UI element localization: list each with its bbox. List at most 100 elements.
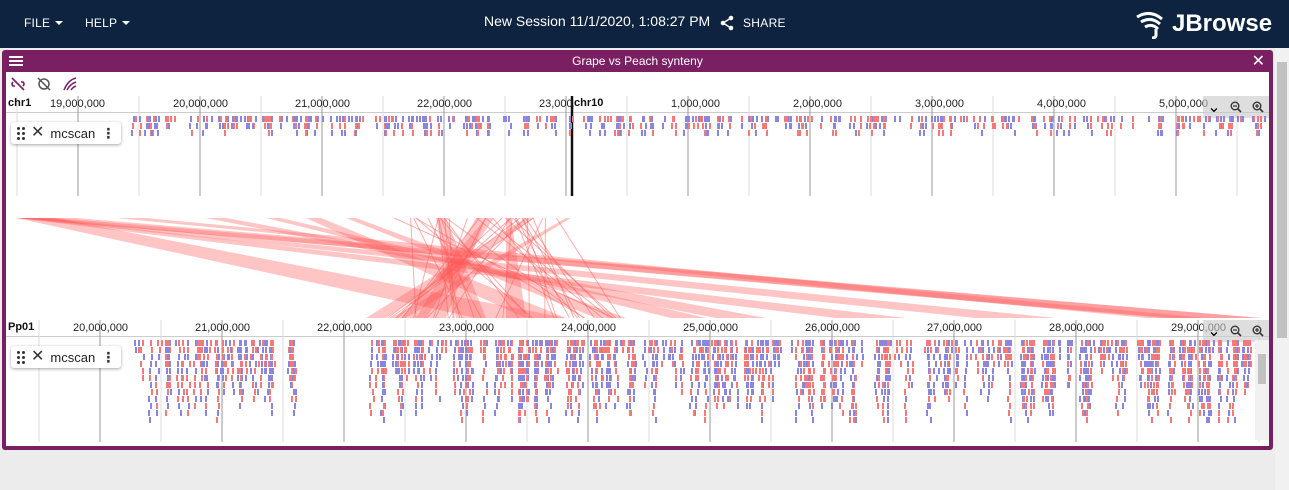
feature[interactable] xyxy=(1124,368,1127,374)
feature[interactable] xyxy=(955,382,958,388)
feature[interactable] xyxy=(1245,361,1248,367)
feature[interactable] xyxy=(382,361,385,367)
feature[interactable] xyxy=(145,116,148,122)
feature[interactable] xyxy=(169,375,172,381)
feature[interactable] xyxy=(1087,375,1090,381)
feature[interactable] xyxy=(1234,347,1236,353)
feature[interactable] xyxy=(518,354,521,360)
feature[interactable] xyxy=(393,347,396,353)
feature[interactable] xyxy=(723,347,726,353)
feature[interactable] xyxy=(695,396,698,402)
feature[interactable] xyxy=(384,130,387,136)
feature[interactable] xyxy=(1221,375,1224,381)
feature[interactable] xyxy=(1058,347,1061,353)
feature[interactable] xyxy=(429,340,432,346)
feature[interactable] xyxy=(802,347,805,353)
feature[interactable] xyxy=(722,382,725,388)
synteny-link[interactable] xyxy=(484,218,610,318)
feature[interactable] xyxy=(550,354,553,360)
feature[interactable] xyxy=(907,382,910,388)
feature[interactable] xyxy=(148,368,151,374)
feature[interactable] xyxy=(1029,347,1032,353)
feature[interactable] xyxy=(577,410,580,416)
feature[interactable] xyxy=(692,116,695,122)
track-menu-icon[interactable]: ⋮ xyxy=(101,124,116,141)
feature[interactable] xyxy=(850,361,853,367)
feature[interactable] xyxy=(718,382,721,388)
feature[interactable] xyxy=(165,382,168,388)
feature[interactable] xyxy=(619,116,621,122)
feature[interactable] xyxy=(749,396,752,402)
feature[interactable] xyxy=(881,340,884,346)
feature[interactable] xyxy=(458,354,461,360)
feature[interactable] xyxy=(383,354,386,360)
feature[interactable] xyxy=(168,368,171,374)
feature[interactable] xyxy=(1207,375,1209,381)
feature[interactable] xyxy=(377,347,380,353)
feature[interactable] xyxy=(1117,410,1119,416)
feature[interactable] xyxy=(1086,368,1089,374)
feature[interactable] xyxy=(1208,361,1211,367)
feature[interactable] xyxy=(1021,389,1024,395)
feature[interactable] xyxy=(1201,403,1203,409)
feature[interactable] xyxy=(716,123,719,129)
feature[interactable] xyxy=(604,347,607,353)
feature[interactable] xyxy=(550,340,553,346)
feature[interactable] xyxy=(1041,382,1044,388)
feature[interactable] xyxy=(158,354,160,360)
feature[interactable] xyxy=(852,410,855,416)
feature[interactable] xyxy=(632,354,635,360)
feature[interactable] xyxy=(798,361,801,367)
feature[interactable] xyxy=(651,368,654,374)
feature[interactable] xyxy=(554,116,557,122)
feature[interactable] xyxy=(1046,361,1049,367)
feature[interactable] xyxy=(729,354,732,360)
feature[interactable] xyxy=(408,361,411,367)
feature[interactable] xyxy=(1132,123,1134,129)
feature[interactable] xyxy=(1187,389,1190,395)
feature[interactable] xyxy=(993,123,996,129)
feature[interactable] xyxy=(408,368,411,374)
feature[interactable] xyxy=(992,123,994,129)
feature[interactable] xyxy=(1084,382,1087,388)
feature[interactable] xyxy=(807,361,810,367)
feature[interactable] xyxy=(180,361,183,367)
feature[interactable] xyxy=(986,340,989,346)
feature[interactable] xyxy=(435,389,438,395)
feature[interactable] xyxy=(609,116,612,122)
feature[interactable] xyxy=(158,347,161,353)
feature[interactable] xyxy=(614,368,617,374)
feature[interactable] xyxy=(502,347,505,353)
feature[interactable] xyxy=(1079,361,1082,367)
feature[interactable] xyxy=(1061,116,1063,122)
feature[interactable] xyxy=(926,410,929,416)
feature[interactable] xyxy=(833,340,836,346)
feature[interactable] xyxy=(823,347,826,353)
feature[interactable] xyxy=(835,368,838,374)
feature[interactable] xyxy=(1247,354,1250,360)
feature[interactable] xyxy=(835,354,838,360)
feature[interactable] xyxy=(1152,340,1154,346)
feature[interactable] xyxy=(1201,389,1204,395)
feature[interactable] xyxy=(919,123,922,129)
feature[interactable] xyxy=(290,368,293,374)
feature[interactable] xyxy=(628,123,631,129)
top-feature-area[interactable] xyxy=(6,116,1269,146)
feature[interactable] xyxy=(269,340,272,346)
feature[interactable] xyxy=(1049,347,1052,353)
feature[interactable] xyxy=(839,354,842,360)
feature[interactable] xyxy=(808,396,811,402)
feature[interactable] xyxy=(982,361,985,367)
feature[interactable] xyxy=(400,368,403,374)
feature[interactable] xyxy=(714,382,717,388)
feature[interactable] xyxy=(706,361,709,367)
feature[interactable] xyxy=(221,347,224,353)
feature[interactable] xyxy=(803,375,806,381)
feature[interactable] xyxy=(521,361,524,367)
feature[interactable] xyxy=(1124,361,1127,367)
feature[interactable] xyxy=(264,354,267,360)
feature[interactable] xyxy=(508,361,511,367)
feature[interactable] xyxy=(485,382,488,388)
feature[interactable] xyxy=(746,375,749,381)
feature[interactable] xyxy=(1109,130,1112,136)
